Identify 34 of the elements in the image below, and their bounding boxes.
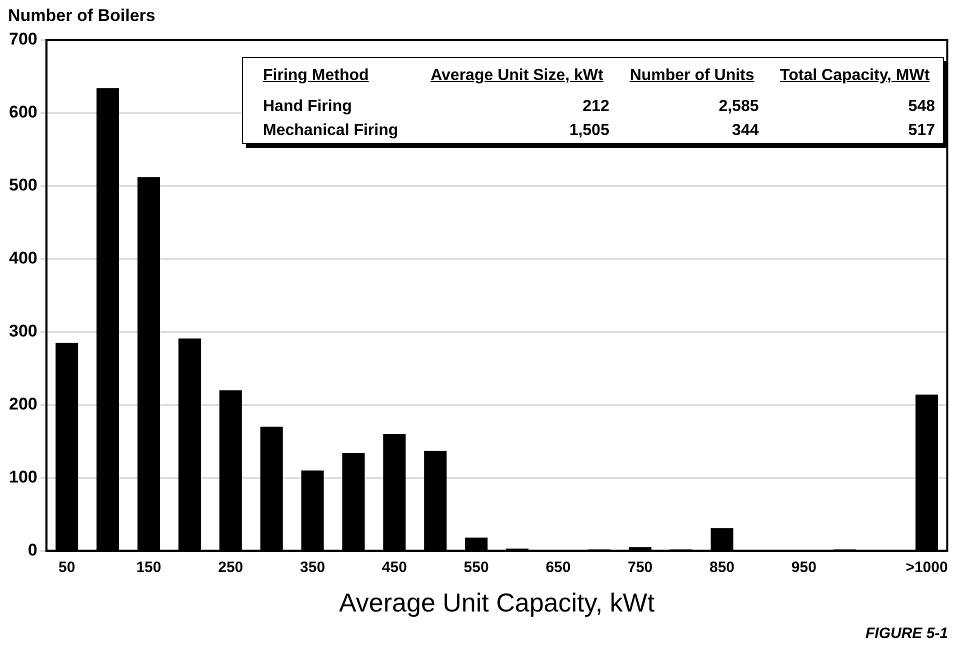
x-tick-label: 450: [382, 558, 407, 576]
y-tick-label: 0: [28, 540, 38, 560]
annotation: Hand Firing: [262, 96, 353, 117]
x-tick-label: 950: [791, 558, 816, 576]
x-tick-label: 150: [136, 558, 162, 576]
annotation: 344: [731, 120, 760, 141]
y-tick-label: 600: [8, 102, 38, 122]
x-tick-label: 350: [300, 558, 326, 576]
annotation: 548: [907, 96, 936, 117]
annotation: 1,505: [568, 120, 610, 141]
annotation: Total Capacity, MWt: [779, 66, 931, 86]
caption: FIGURE 5-1: [865, 625, 948, 642]
annotation: Average Unit Size, kWt: [430, 66, 604, 86]
y-tick-label: 500: [8, 176, 38, 195]
x-axis-title: Average Unit Capacity, kWt: [339, 588, 656, 618]
x-tick-label: 550: [464, 558, 489, 576]
y-axis-title: Number of Boilers: [8, 6, 156, 26]
annotation: Number of Units: [628, 66, 756, 86]
x-tick-label: 750: [628, 558, 653, 576]
x-tick-label: >1000: [906, 558, 948, 576]
x-tick-label: 250: [218, 558, 244, 576]
annotation: Firing Method: [262, 66, 370, 86]
x-tick-label: 650: [546, 558, 571, 576]
x-tick-label: 50: [58, 558, 76, 576]
annotation: 517: [907, 120, 936, 141]
annotation: Mechanical Firing: [262, 120, 400, 141]
y-tick-label: 100: [8, 468, 38, 487]
y-tick-label: 200: [8, 394, 38, 414]
y-tick-label: 300: [8, 322, 38, 341]
annotation: 212: [582, 96, 610, 117]
y-tick-label: 700: [8, 30, 38, 49]
x-tick-label: 850: [709, 558, 735, 576]
annotation: 2,585: [718, 96, 760, 117]
y-tick-label: 400: [8, 248, 38, 268]
